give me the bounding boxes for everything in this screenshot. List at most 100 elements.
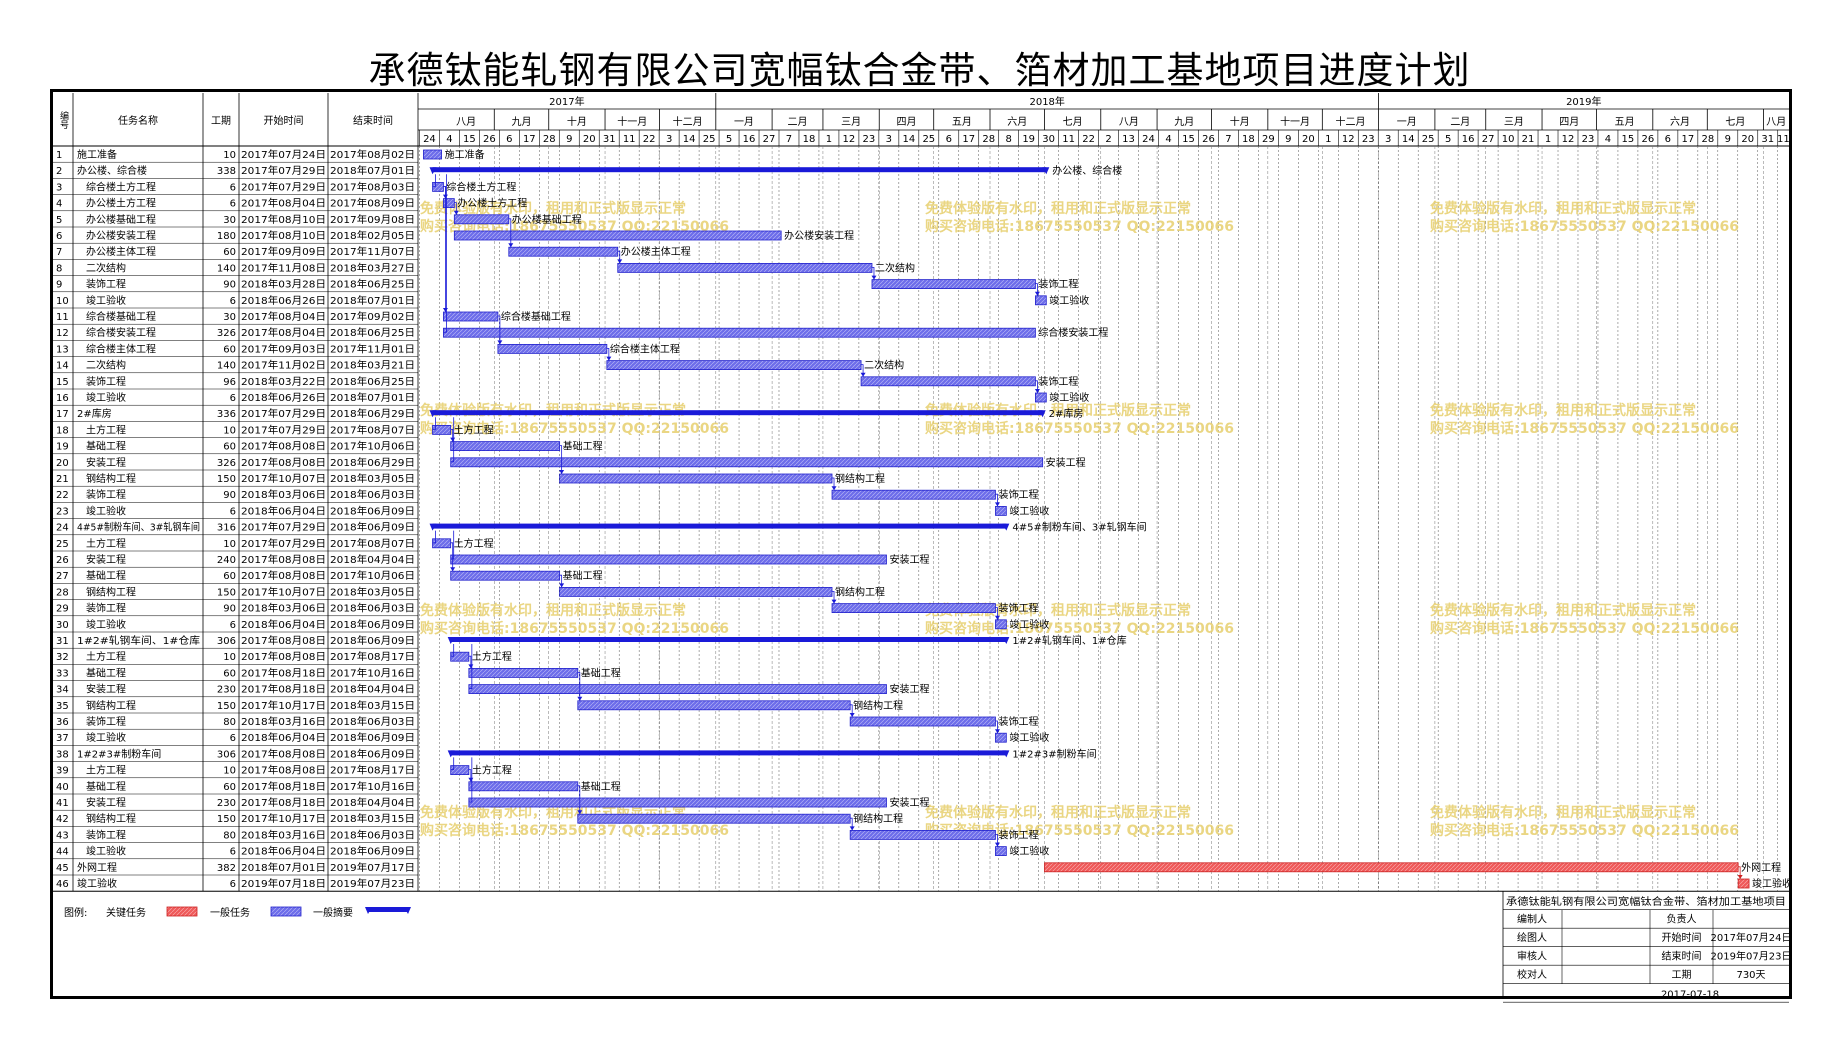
task-name: 钢结构工程 xyxy=(86,812,136,825)
task-name: 装饰工程 xyxy=(86,828,126,841)
day-tick-label: 12 xyxy=(1342,134,1355,145)
day-tick-label: 6 xyxy=(946,134,952,145)
day-tick-label: 17 xyxy=(1681,134,1694,145)
critical-task-bar xyxy=(1737,878,1750,889)
dependency-arrow xyxy=(849,826,855,831)
dependency-arrow xyxy=(831,599,837,604)
bar-label: 土方工程 xyxy=(472,650,512,663)
task-start: 2017年08月18日 xyxy=(241,683,326,696)
summary-bar-cap xyxy=(447,750,455,758)
bar-label: 竣工验收 xyxy=(1049,294,1089,307)
task-end: 2017年09月02日 xyxy=(330,310,415,323)
bar-label: 施工准备 xyxy=(445,148,485,161)
task-duration: 10 xyxy=(223,150,236,161)
month-label: 十二月 xyxy=(673,115,703,128)
info-label: 工期 xyxy=(1672,969,1692,981)
bar-label: 安装工程 xyxy=(890,796,930,809)
task-name: 装饰工程 xyxy=(86,278,126,291)
day-tick-label: 1 xyxy=(1325,134,1331,145)
legend-summary-label: 一般摘要 xyxy=(313,906,353,919)
bar-label: 办公楼主体工程 xyxy=(621,245,691,258)
dependency-arrow xyxy=(849,713,855,717)
task-end: 2018年07月01日 xyxy=(330,164,415,177)
dependency-line xyxy=(443,186,446,312)
dependency-arrow xyxy=(468,664,474,669)
task-end: 2019年07月23日 xyxy=(330,877,415,890)
day-tick-label: 18 xyxy=(803,134,816,145)
task-id: 5 xyxy=(56,215,62,226)
task-bar xyxy=(508,246,619,257)
bar-label: 安装工程 xyxy=(890,553,930,566)
task-bar xyxy=(450,554,887,565)
day-tick-label: 2 xyxy=(1105,134,1111,145)
task-start: 2017年08月08日 xyxy=(241,634,326,647)
dependency-arrow xyxy=(468,777,474,782)
dependency-line xyxy=(995,834,998,847)
month-label: 十月 xyxy=(567,115,587,128)
task-duration: 230 xyxy=(217,798,236,809)
dependency-line xyxy=(850,817,853,831)
legend-critical-swatch xyxy=(166,906,198,917)
day-tick-label: 22 xyxy=(1082,134,1095,145)
day-tick-label: 9 xyxy=(566,134,572,145)
dependency-arrow xyxy=(994,615,1000,620)
day-tick-label: 26 xyxy=(483,134,496,145)
task-duration: 180 xyxy=(217,231,236,242)
dependency-line xyxy=(606,348,610,361)
dependency-line xyxy=(508,218,512,248)
task-duration: 326 xyxy=(217,458,236,469)
year-label: 2018年 xyxy=(1029,95,1064,108)
day-tick-label: 25 xyxy=(922,134,935,145)
task-id: 32 xyxy=(56,652,69,663)
bar-label: 安装工程 xyxy=(890,683,930,696)
bar-label: 竣工验收 xyxy=(1009,504,1049,517)
task-duration: 6 xyxy=(230,182,236,193)
task-duration: 90 xyxy=(223,280,236,291)
bar-label: 装饰工程 xyxy=(998,602,1038,615)
bar-label: 综合楼安装工程 xyxy=(1038,326,1108,339)
summary-bar-cap xyxy=(1038,410,1046,418)
bar-label: 钢结构工程 xyxy=(835,585,885,598)
dependency-arrow xyxy=(453,210,459,215)
watermark-line2: 购买咨询电话:18675550537 QQ:22150066 xyxy=(1430,420,1739,437)
summary-bar-cap xyxy=(429,523,437,531)
day-tick-label: 15 xyxy=(1182,134,1195,145)
dependency-line xyxy=(832,591,835,604)
task-bar xyxy=(450,651,470,662)
task-end: 2017年08月02日 xyxy=(330,148,415,161)
summary-bar-cap xyxy=(1042,167,1050,175)
year-label: 2017年 xyxy=(549,95,584,108)
task-bar xyxy=(1035,295,1047,306)
dependency-line xyxy=(577,785,581,815)
task-start: 2017年11月02日 xyxy=(241,359,326,372)
month-label: 一月 xyxy=(1397,116,1417,128)
task-start: 2018年03月06日 xyxy=(241,602,326,615)
dependency-line xyxy=(468,644,473,689)
day-tick-label: 31 xyxy=(603,134,616,145)
task-start: 2017年08月18日 xyxy=(241,666,326,679)
month-label: 八月 xyxy=(1119,116,1139,128)
day-tick-label: 20 xyxy=(1741,134,1754,145)
task-end: 2018年03月21日 xyxy=(330,359,415,372)
task-bar xyxy=(468,781,579,792)
task-id: 11 xyxy=(56,312,69,323)
task-duration: 80 xyxy=(223,830,236,841)
year-label: 2019年 xyxy=(1566,95,1601,108)
day-tick-label: 4 xyxy=(1605,134,1611,145)
summary-bar-cap xyxy=(429,410,437,418)
task-duration: 60 xyxy=(223,571,236,582)
day-tick-label: 5 xyxy=(1445,134,1451,145)
task-duration: 316 xyxy=(217,523,236,534)
watermark-line2: 购买咨询电话:18675550537 QQ:22150066 xyxy=(925,620,1234,637)
bar-label: 安装工程 xyxy=(1046,456,1086,469)
task-start: 2017年07月24日 xyxy=(241,148,326,161)
task-name: 施工准备 xyxy=(77,148,117,161)
task-bar xyxy=(995,505,1007,516)
task-id: 30 xyxy=(56,620,69,631)
dependency-line xyxy=(1738,866,1741,879)
month-label: 四月 xyxy=(1559,116,1579,128)
task-name: 二次结构 xyxy=(86,359,126,372)
task-bar xyxy=(1035,392,1047,403)
dependency-arrow xyxy=(450,437,456,442)
task-bar xyxy=(450,570,561,581)
